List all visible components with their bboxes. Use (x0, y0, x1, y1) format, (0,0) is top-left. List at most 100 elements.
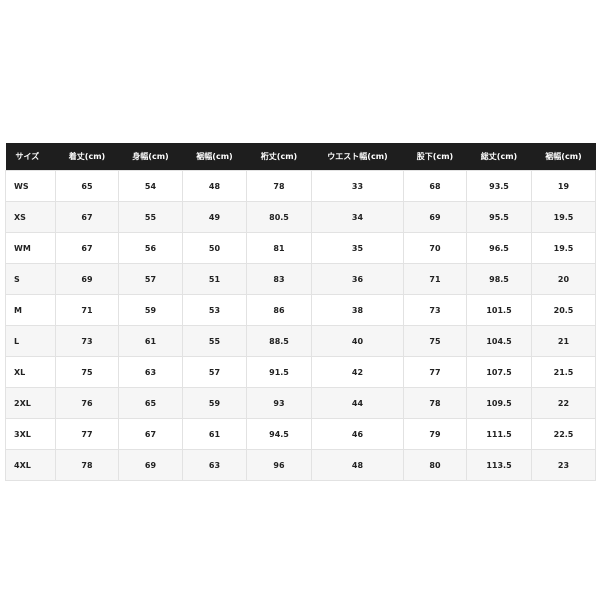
table-row: XS 67 55 49 80.5 34 69 95.5 19.5 (5, 201, 596, 233)
measurement-cell: 51 (182, 263, 247, 295)
measurement-cell: 40 (311, 325, 404, 357)
measurement-cell: 63 (118, 356, 183, 388)
measurement-cell: 94.5 (246, 418, 312, 450)
measurement-cell: 109.5 (466, 387, 532, 419)
column-header: 裾幅(cm) (531, 143, 596, 171)
column-header: 着丈(cm) (55, 143, 119, 171)
table-row: S 69 57 51 83 36 71 98.5 20 (5, 263, 596, 295)
measurement-cell: 56 (118, 232, 183, 264)
size-cell: XS (5, 201, 56, 233)
table-row: WM 67 56 50 81 35 70 96.5 19.5 (5, 232, 596, 264)
measurement-cell: 107.5 (466, 356, 532, 388)
table-row: 4XL 78 69 63 96 48 80 113.5 23 (5, 449, 596, 481)
measurement-cell: 34 (311, 201, 404, 233)
measurement-cell: 50 (182, 232, 247, 264)
measurement-cell: 77 (403, 356, 467, 388)
measurement-cell: 61 (118, 325, 183, 357)
measurement-cell: 61 (182, 418, 247, 450)
measurement-cell: 48 (311, 449, 404, 481)
measurement-cell: 23 (531, 449, 596, 481)
measurement-cell: 48 (182, 170, 247, 202)
measurement-cell: 78 (403, 387, 467, 419)
measurement-cell: 70 (403, 232, 467, 264)
size-cell: M (5, 294, 56, 326)
column-header: サイズ (5, 143, 56, 171)
measurement-cell: 71 (55, 294, 119, 326)
measurement-cell: 80 (403, 449, 467, 481)
measurement-cell: 104.5 (466, 325, 532, 357)
measurement-cell: 86 (246, 294, 312, 326)
measurement-cell: 59 (118, 294, 183, 326)
measurement-cell: 93 (246, 387, 312, 419)
measurement-cell: 78 (246, 170, 312, 202)
column-header: 総丈(cm) (466, 143, 532, 171)
measurement-cell: 80.5 (246, 201, 312, 233)
size-cell: L (5, 325, 56, 357)
measurement-cell: 22.5 (531, 418, 596, 450)
size-cell: WM (5, 232, 56, 264)
measurement-cell: 65 (55, 170, 119, 202)
column-header: 裾幅(cm) (182, 143, 247, 171)
measurement-cell: 95.5 (466, 201, 532, 233)
measurement-cell: 63 (182, 449, 247, 481)
measurement-cell: 81 (246, 232, 312, 264)
measurement-cell: 55 (182, 325, 247, 357)
measurement-cell: 91.5 (246, 356, 312, 388)
measurement-cell: 71 (403, 263, 467, 295)
measurement-cell: 83 (246, 263, 312, 295)
table-row: L 73 61 55 88.5 40 75 104.5 21 (5, 325, 596, 357)
measurement-cell: 113.5 (466, 449, 532, 481)
measurement-cell: 22 (531, 387, 596, 419)
measurement-cell: 33 (311, 170, 404, 202)
column-header: 裄丈(cm) (246, 143, 312, 171)
measurement-cell: 46 (311, 418, 404, 450)
measurement-cell: 57 (118, 263, 183, 295)
measurement-cell: 73 (55, 325, 119, 357)
measurement-cell: 54 (118, 170, 183, 202)
measurement-cell: 53 (182, 294, 247, 326)
measurement-cell: 78 (55, 449, 119, 481)
measurement-cell: 67 (55, 201, 119, 233)
measurement-cell: 19 (531, 170, 596, 202)
measurement-cell: 21.5 (531, 356, 596, 388)
table-row: 3XL 77 67 61 94.5 46 79 111.5 22.5 (5, 418, 596, 450)
measurement-cell: 19.5 (531, 232, 596, 264)
measurement-cell: 68 (403, 170, 467, 202)
size-cell: XL (5, 356, 56, 388)
measurement-cell: 111.5 (466, 418, 532, 450)
size-chart-table: サイズ 着丈(cm) 身幅(cm) 裾幅(cm) 裄丈(cm) ウエスト幅(cm) 股下(c… (5, 143, 596, 481)
measurement-cell: 57 (182, 356, 247, 388)
size-cell: S (5, 263, 56, 295)
measurement-cell: 21 (531, 325, 596, 357)
table-row: M 71 59 53 86 38 73 101.5 20.5 (5, 294, 596, 326)
measurement-cell: 88.5 (246, 325, 312, 357)
measurement-cell: 36 (311, 263, 404, 295)
column-header: 股下(cm) (403, 143, 467, 171)
measurement-cell: 69 (55, 263, 119, 295)
table-row: 2XL 76 65 59 93 44 78 109.5 22 (5, 387, 596, 419)
measurement-cell: 77 (55, 418, 119, 450)
measurement-cell: 101.5 (466, 294, 532, 326)
table-row: WS 65 54 48 78 33 68 93.5 19 (5, 170, 596, 202)
measurement-cell: 20.5 (531, 294, 596, 326)
measurement-cell: 93.5 (466, 170, 532, 202)
measurement-cell: 69 (118, 449, 183, 481)
size-cell: 2XL (5, 387, 56, 419)
measurement-cell: 20 (531, 263, 596, 295)
header-row: サイズ 着丈(cm) 身幅(cm) 裾幅(cm) 裄丈(cm) ウエスト幅(cm) 股下(c… (5, 143, 596, 171)
measurement-cell: 42 (311, 356, 404, 388)
measurement-cell: 98.5 (466, 263, 532, 295)
column-header: 身幅(cm) (118, 143, 183, 171)
measurement-cell: 73 (403, 294, 467, 326)
measurement-cell: 49 (182, 201, 247, 233)
measurement-cell: 79 (403, 418, 467, 450)
measurement-cell: 44 (311, 387, 404, 419)
measurement-cell: 75 (403, 325, 467, 357)
measurement-cell: 19.5 (531, 201, 596, 233)
size-cell: WS (5, 170, 56, 202)
size-cell: 3XL (5, 418, 56, 450)
table-row: XL 75 63 57 91.5 42 77 107.5 21.5 (5, 356, 596, 388)
measurement-cell: 59 (182, 387, 247, 419)
measurement-cell: 55 (118, 201, 183, 233)
measurement-cell: 96.5 (466, 232, 532, 264)
